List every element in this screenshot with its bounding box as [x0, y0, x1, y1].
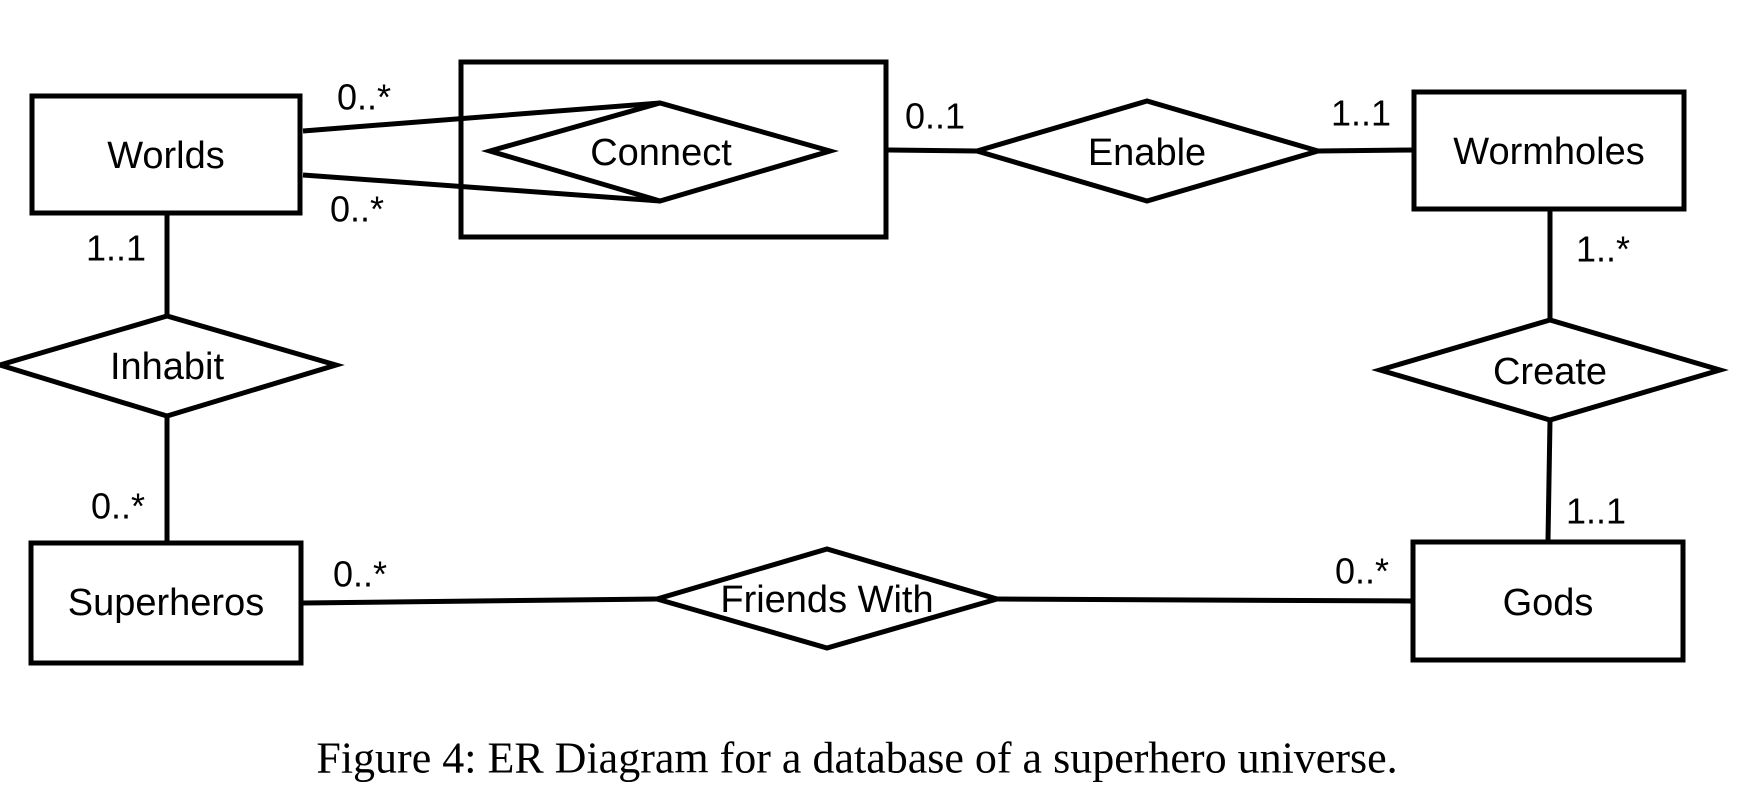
cardinality-connect-enable: 0..1: [905, 96, 965, 137]
cardinality-worlds-connect-top: 0..*: [337, 77, 391, 118]
relationship-create-diamond: [1371, 317, 1729, 423]
relationship-inhabit-label: Inhabit: [110, 346, 225, 388]
relationship-enable-diamond: [968, 98, 1327, 204]
entity-wormholes-label: Wormholes: [1453, 131, 1644, 173]
cardinality-wormholes-create: 1..*: [1576, 229, 1630, 270]
cardinality-friends-gods: 0..*: [1335, 551, 1389, 592]
relationship-create: Create: [1371, 317, 1729, 423]
entity-gods-label: Gods: [1503, 582, 1594, 624]
superheros-friends-line: [302, 596, 658, 606]
entity-superheros-box: [28, 540, 304, 666]
entity-wormholes: Wormholes: [1411, 89, 1687, 212]
relationship-enable-label: Enable: [1088, 132, 1206, 174]
worlds-connect-top-line: [302, 100, 661, 134]
cardinality-enable-wormholes: 1..1: [1331, 93, 1391, 134]
relationship-enable: Enable: [968, 98, 1327, 204]
relationship-inhabit-diamond: [0, 313, 345, 419]
entity-wormholes-box: [1411, 89, 1687, 212]
entity-worlds: Worlds: [29, 93, 303, 216]
cardinality-worlds-connect-bottom: 0..*: [330, 189, 384, 230]
enable-wormholes-line: [1317, 147, 1415, 154]
relationship-friends-with-diamond: [648, 546, 1006, 651]
relationship-create-label: Create: [1493, 351, 1607, 393]
relationship-friends-with: Friends With: [648, 546, 1006, 651]
entity-worlds-box: [29, 93, 303, 216]
entity-superheros: Superheros: [28, 540, 304, 666]
entity-worlds-label: Worlds: [107, 135, 225, 177]
cardinality-worlds-inhabit: 1..1: [86, 228, 146, 269]
figure-caption: Figure 4: ER Diagram for a database of a…: [316, 734, 1397, 783]
relationship-connect: Connect: [480, 100, 840, 204]
relationship-friends-with-label: Friends With: [720, 579, 933, 621]
create-gods-line: [1545, 419, 1553, 541]
connect-aggregate-box: [458, 59, 889, 240]
cardinality-create-gods: 1..1: [1566, 491, 1626, 532]
entity-gods: Gods: [1410, 539, 1686, 663]
relationship-connect-diamond: [480, 100, 840, 204]
connect-enable-line: [885, 147, 978, 154]
entity-superheros-label: Superheros: [68, 582, 264, 624]
cardinality-superheros-friends: 0..*: [333, 554, 387, 595]
relationship-connect-label: Connect: [590, 132, 732, 174]
entity-gods-box: [1410, 539, 1686, 663]
relationship-inhabit: Inhabit: [0, 313, 345, 419]
worlds-connect-bottom-line: [302, 172, 661, 204]
cardinality-inhabit-superheros: 0..*: [91, 486, 145, 527]
friends-gods-line: [996, 596, 1413, 604]
